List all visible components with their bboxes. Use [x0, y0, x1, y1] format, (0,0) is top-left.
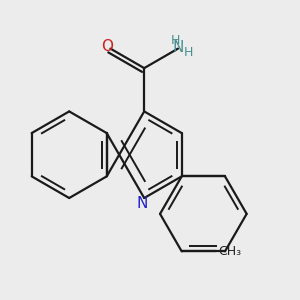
- Text: CH₃: CH₃: [218, 245, 242, 258]
- Text: N: N: [136, 196, 148, 211]
- Text: H: H: [184, 46, 194, 59]
- Text: O: O: [101, 39, 113, 54]
- Text: H: H: [171, 34, 181, 47]
- Text: N: N: [172, 40, 184, 55]
